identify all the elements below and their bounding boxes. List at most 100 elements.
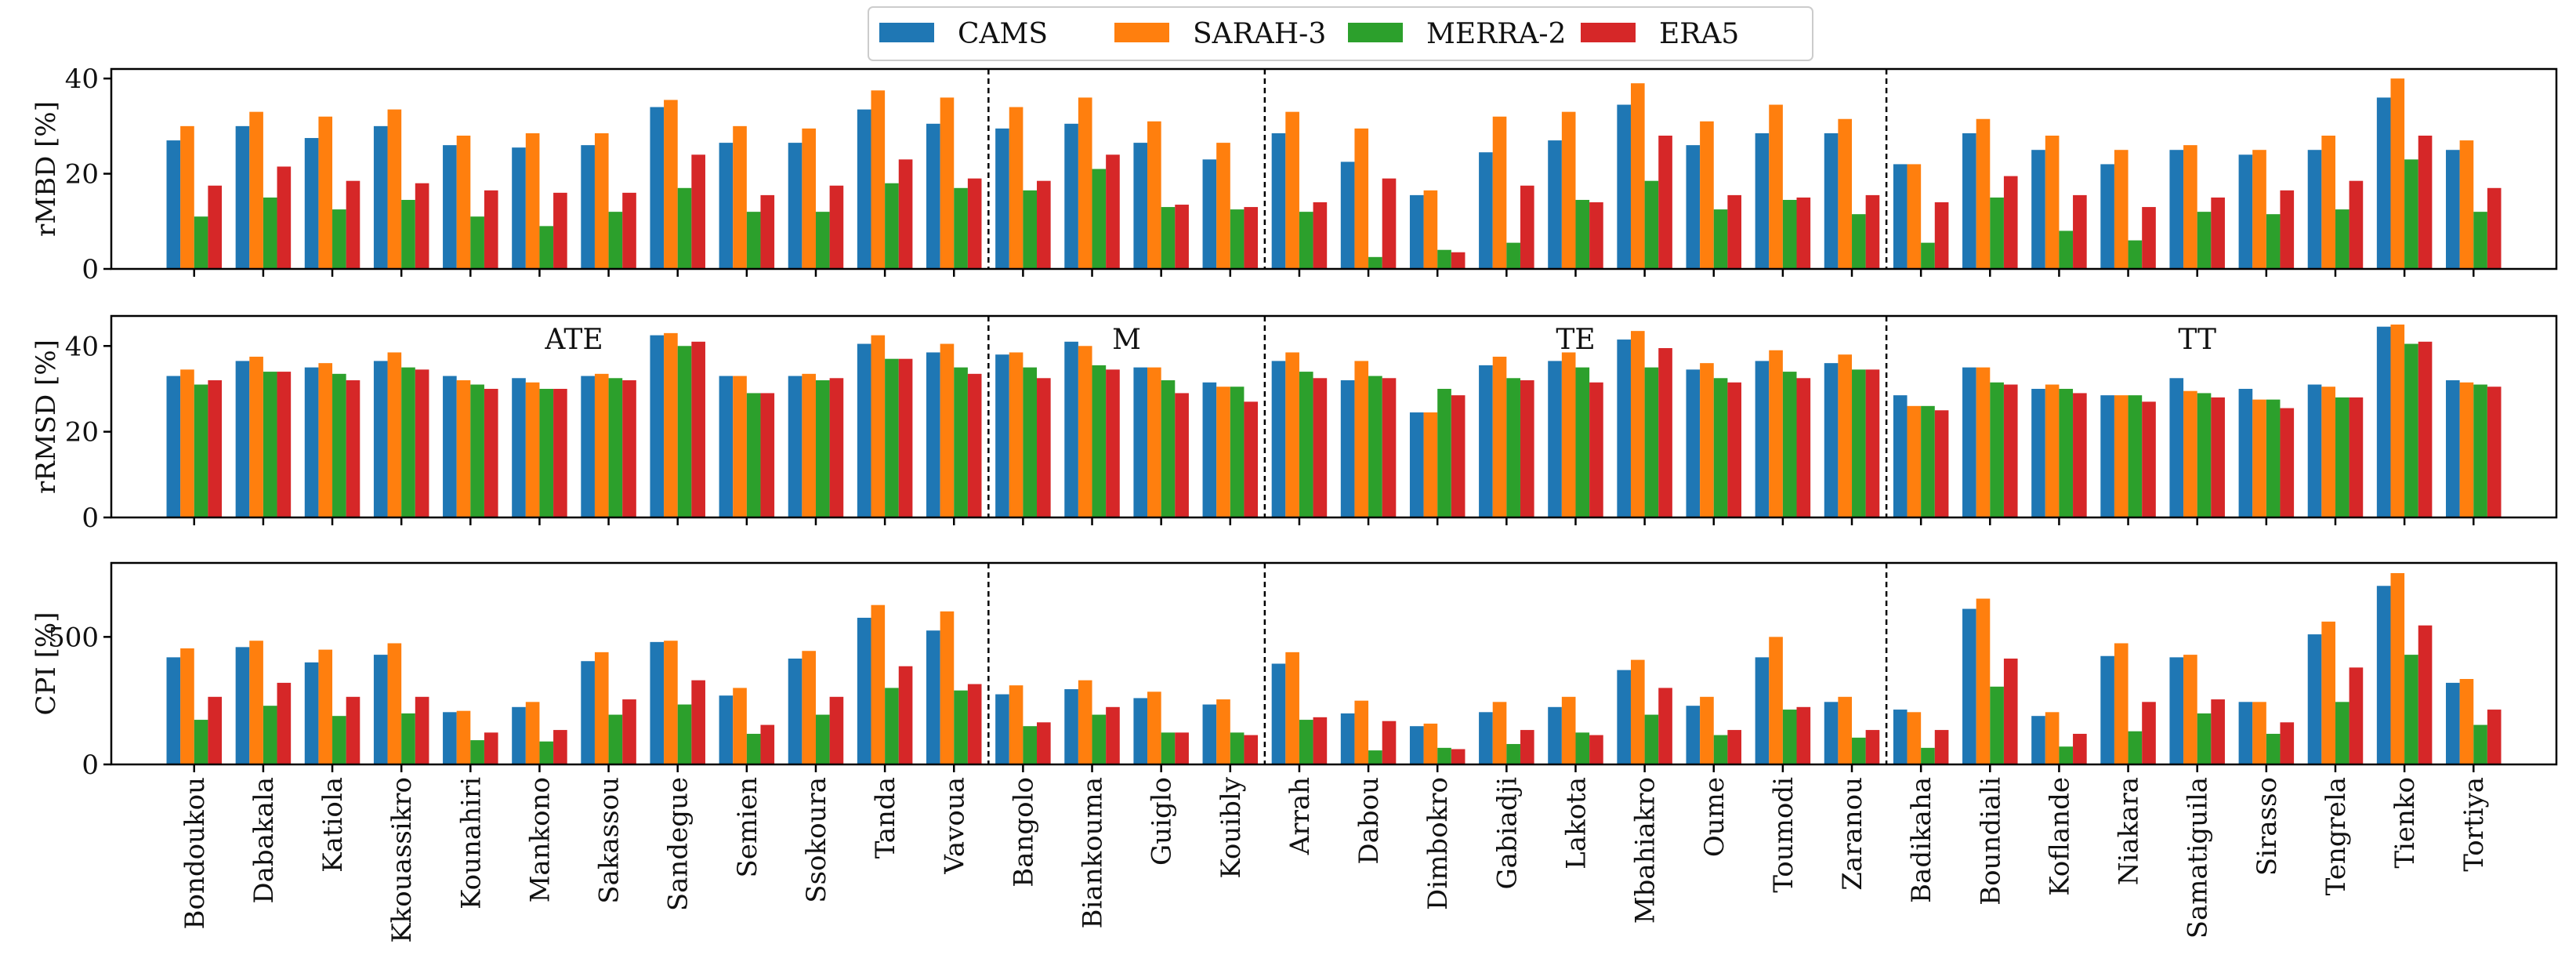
bar-cpi-cams-tanda [857, 617, 871, 764]
bar-rmbd-merra-2-kouibly [1230, 209, 1245, 269]
bar-rrmsd-cams-sandegue [650, 335, 665, 517]
bar-rmbd-era5-dabou [1382, 178, 1397, 269]
bar-rmbd-merra-2-mbahiakro [1644, 180, 1659, 269]
bar-rmbd-sarah-3-dabou [1354, 128, 1369, 269]
bar-rrmsd-era5-arrah [1313, 378, 1328, 517]
plot-frame [110, 67, 2558, 270]
bar-rrmsd-era5-lakota [1589, 382, 1603, 517]
bar-rmbd-cams-kounahiri [443, 145, 457, 269]
bar-rmbd-merra-2-sakassou [608, 212, 623, 269]
x-tick-label-tengrela: Tengrela [2321, 777, 2352, 895]
x-tick-label-semien: Semien [732, 777, 763, 878]
bar-rrmsd-merra-2-tengrela [2335, 397, 2350, 517]
bar-rmbd-cams-kkouassikro [373, 125, 388, 269]
bar-rmbd-cams-semien [719, 143, 734, 269]
bar-rmbd-cams-dabakala [235, 125, 250, 269]
bar-cpi-era5-tanda [898, 666, 913, 764]
bar-rrmsd-cams-bangolo [995, 354, 1009, 517]
bar-rrmsd-sarah-3-samatiguila [2183, 390, 2197, 517]
bar-cpi-merra-2-kouibly [1230, 732, 1245, 764]
bar-rrmsd-cams-kounahiri [443, 376, 457, 517]
bar-cpi-era5-kounahiri [484, 732, 498, 764]
bar-rrmsd-merra-2-badikaha [1921, 405, 1935, 517]
bar-rmbd-sarah-3-kounahiri [456, 136, 471, 269]
bar-rrmsd-cams-toumodi [1755, 361, 1770, 517]
bar-rmbd-era5-samatiguila [2211, 197, 2225, 269]
y-tick-label: 40 [65, 331, 99, 362]
bar-rmbd-cams-mbahiakro [1617, 104, 1631, 269]
x-tick-label-niakara: Niakara [2114, 777, 2145, 885]
bar-rrmsd-cams-tanda [857, 343, 871, 517]
bar-rrmsd-sarah-3-lakota [1561, 352, 1576, 517]
bar-cpi-era5-niakara [2142, 702, 2156, 764]
bar-cpi-cams-badikaha [1893, 710, 1908, 764]
bar-cpi-merra-2-lakota [1575, 732, 1590, 764]
bar-cpi-era5-mankono [553, 730, 567, 764]
bar-cpi-cams-oume [1686, 706, 1701, 764]
bar-rrmsd-sarah-3-boundiali [1976, 367, 1991, 517]
bar-cpi-sarah-3-zaranou [1838, 696, 1853, 764]
bar-rmbd-era5-bangolo [1037, 180, 1051, 269]
bar-cpi-sarah-3-boundiali [1976, 598, 1991, 764]
bar-rrmsd-cams-oume [1686, 369, 1701, 517]
bar-rrmsd-era5-katiola [346, 380, 360, 517]
bar-rrmsd-sarah-3-guiglo [1147, 367, 1161, 517]
bar-rmbd-era5-arrah [1313, 202, 1328, 269]
bar-cpi-cams-zaranou [1824, 702, 1839, 764]
x-tick-label-tanda: Tanda [870, 777, 901, 859]
bar-cpi-cams-guiglo [1133, 698, 1148, 764]
bar-cpi-merra-2-sirasso [2266, 733, 2281, 764]
bar-rrmsd-sarah-3-bangolo [1009, 352, 1024, 517]
bar-rmbd-sarah-3-lakota [1561, 111, 1576, 269]
bar-rmbd-sarah-3-koflande [2045, 136, 2060, 269]
bar-rmbd-merra-2-kounahiri [470, 216, 484, 269]
bar-cpi-cams-sirasso [2238, 702, 2253, 764]
bar-cpi-era5-tengrela [2349, 667, 2364, 764]
bar-rmbd-cams-tanda [857, 109, 871, 269]
bar-cpi-merra-2-boundiali [1990, 686, 2004, 764]
bar-rmbd-cams-bondoukou [166, 140, 181, 269]
bar-rmbd-sarah-3-ssokoura [802, 128, 816, 269]
bar-cpi-era5-dimbokro [1451, 749, 1466, 764]
bar-rmbd-sarah-3-samatiguila [2183, 145, 2197, 269]
bar-rrmsd-sarah-3-tengrela [2321, 387, 2335, 517]
bar-rrmsd-merra-2-guiglo [1161, 380, 1176, 517]
bar-rrmsd-cams-niakara [2100, 395, 2114, 517]
bar-rrmsd-sarah-3-niakara [2114, 395, 2129, 517]
bar-cpi-era5-sakassou [622, 699, 636, 764]
bar-cpi-era5-koflande [2073, 733, 2087, 764]
bar-rrmsd-cams-guiglo [1133, 367, 1148, 517]
bar-cpi-merra-2-koflande [2059, 746, 2074, 764]
bar-rmbd-cams-kouibly [1202, 159, 1217, 269]
bar-rrmsd-era5-tortiya [2487, 387, 2502, 517]
bar-cpi-merra-2-kounahiri [470, 740, 484, 764]
bar-cpi-sarah-3-oume [1700, 696, 1714, 764]
bar-rmbd-sarah-3-sirasso [2252, 150, 2266, 269]
bar-rrmsd-sarah-3-mbahiakro [1630, 331, 1645, 517]
bar-rmbd-sarah-3-mbahiakro [1630, 83, 1645, 270]
bar-rrmsd-era5-dabakala [277, 372, 292, 517]
bar-rrmsd-era5-badikaha [1934, 410, 1949, 517]
bar-rmbd-merra-2-vavoua [954, 187, 968, 269]
bar-rmbd-cams-sirasso [2238, 154, 2253, 269]
bar-rrmsd-era5-kounahiri [484, 388, 498, 517]
bar-rrmsd-era5-biankouma [1106, 369, 1120, 517]
bar-rmbd-merra-2-oume [1713, 209, 1728, 269]
bar-rrmsd-sarah-3-kkouassikro [387, 352, 402, 517]
bar-cpi-merra-2-ssokoura [815, 714, 830, 764]
bar-rmbd-sarah-3-oume [1700, 121, 1714, 269]
legend-label-cams: CAMS [958, 18, 1048, 50]
bar-cpi-merra-2-mbahiakro [1644, 714, 1659, 764]
bar-rrmsd-cams-bondoukou [166, 376, 181, 517]
bar-rrmsd-era5-semien [760, 393, 775, 517]
bar-cpi-cams-katiola [304, 662, 319, 764]
x-tick-label-sakassou: Sakassou [594, 777, 625, 904]
bar-cpi-sarah-3-sakassou [594, 652, 609, 764]
bar-rrmsd-era5-sakassou [622, 380, 636, 517]
bar-rrmsd-merra-2-zaranou [1852, 369, 1866, 517]
x-tick-label-oume: Oume [1699, 777, 1730, 857]
bar-rmbd-sarah-3-guiglo [1147, 121, 1161, 269]
bar-cpi-era5-bangolo [1037, 722, 1051, 764]
bar-rrmsd-merra-2-dabakala [263, 372, 277, 517]
